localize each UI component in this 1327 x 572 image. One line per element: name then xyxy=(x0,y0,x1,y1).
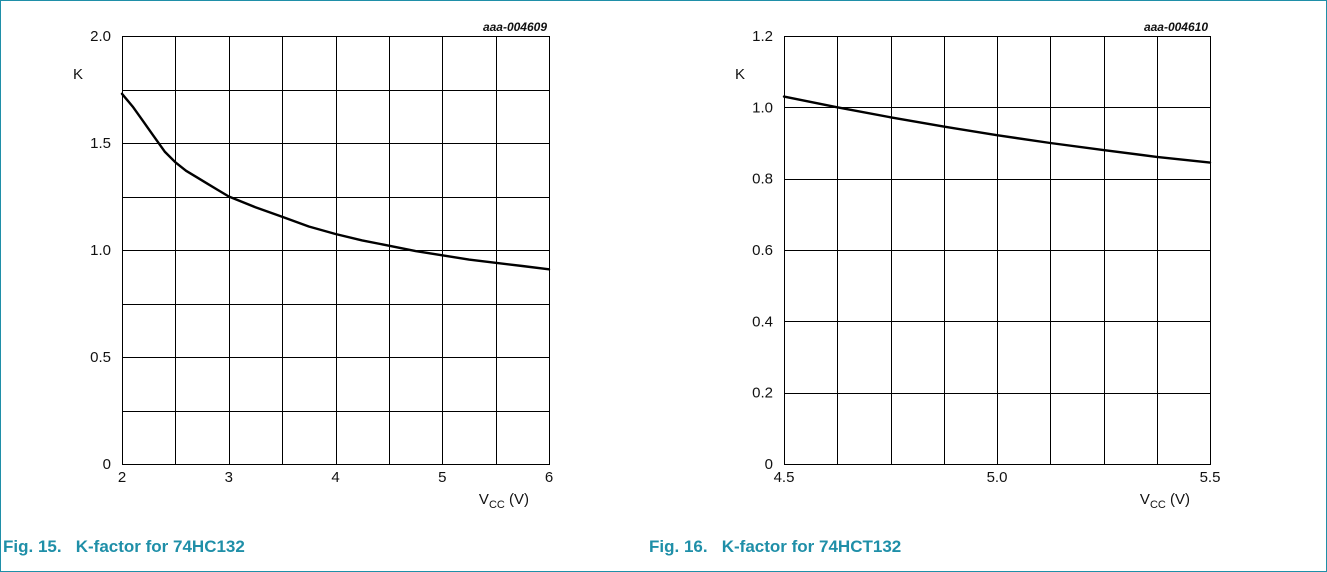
x-axis-label: VCC (V) xyxy=(479,491,529,511)
y-axis-label: K xyxy=(735,66,745,83)
data-curve xyxy=(120,92,551,271)
x-tick-label: 5.5 xyxy=(1200,469,1221,486)
y-tick-label: 1.0 xyxy=(752,99,773,116)
y-tick-label: 0.2 xyxy=(752,385,773,402)
figure-caption: Fig. 16. K-factor for 74HCT132 xyxy=(649,537,901,556)
figure-code-annotation: aaa-004610 xyxy=(1144,20,1208,34)
data-curve xyxy=(782,95,1212,164)
figure-caption: Fig. 15. K-factor for 74HC132 xyxy=(3,537,245,556)
x-tick-label: 6 xyxy=(545,469,553,486)
chart-1: 2 3 4 5 6 0 0.5 1.0 1.5 2.0 K VCC (V) aaa-004609 Fig.… xyxy=(3,20,553,556)
x-tick-label: 5.0 xyxy=(987,469,1008,486)
y-tick-label: 0.8 xyxy=(752,171,773,188)
x-tick-label: 4.5 xyxy=(774,469,795,486)
x-tick-label: 4 xyxy=(331,469,339,486)
plot-frame xyxy=(122,36,550,465)
y-tick-label: 0.5 xyxy=(90,349,111,366)
y-tick-label: 1.5 xyxy=(90,135,111,152)
x-axis-label: VCC (V) xyxy=(1140,491,1190,511)
figure-code-annotation: aaa-004609 xyxy=(483,20,547,34)
y-tick-label: 1.0 xyxy=(90,242,111,259)
y-tick-label: 2.0 xyxy=(90,28,111,45)
chart-2: 4.5 5.0 5.5 0 0.2 0.4 0.6 0.8 1.0 1.2 K VCC (V) aaa-… xyxy=(649,20,1220,556)
plot-frame xyxy=(784,36,1211,465)
x-tick-label: 2 xyxy=(118,469,126,486)
x-tick-label: 5 xyxy=(438,469,446,486)
y-tick-label: 1.2 xyxy=(752,28,773,45)
y-tick-label: 0 xyxy=(103,456,111,473)
x-tick-label: 3 xyxy=(225,469,233,486)
y-tick-label: 0 xyxy=(765,456,773,473)
y-axis-label: K xyxy=(73,66,83,83)
y-tick-label: 0.6 xyxy=(752,242,773,259)
y-tick-label: 0.4 xyxy=(752,313,773,330)
